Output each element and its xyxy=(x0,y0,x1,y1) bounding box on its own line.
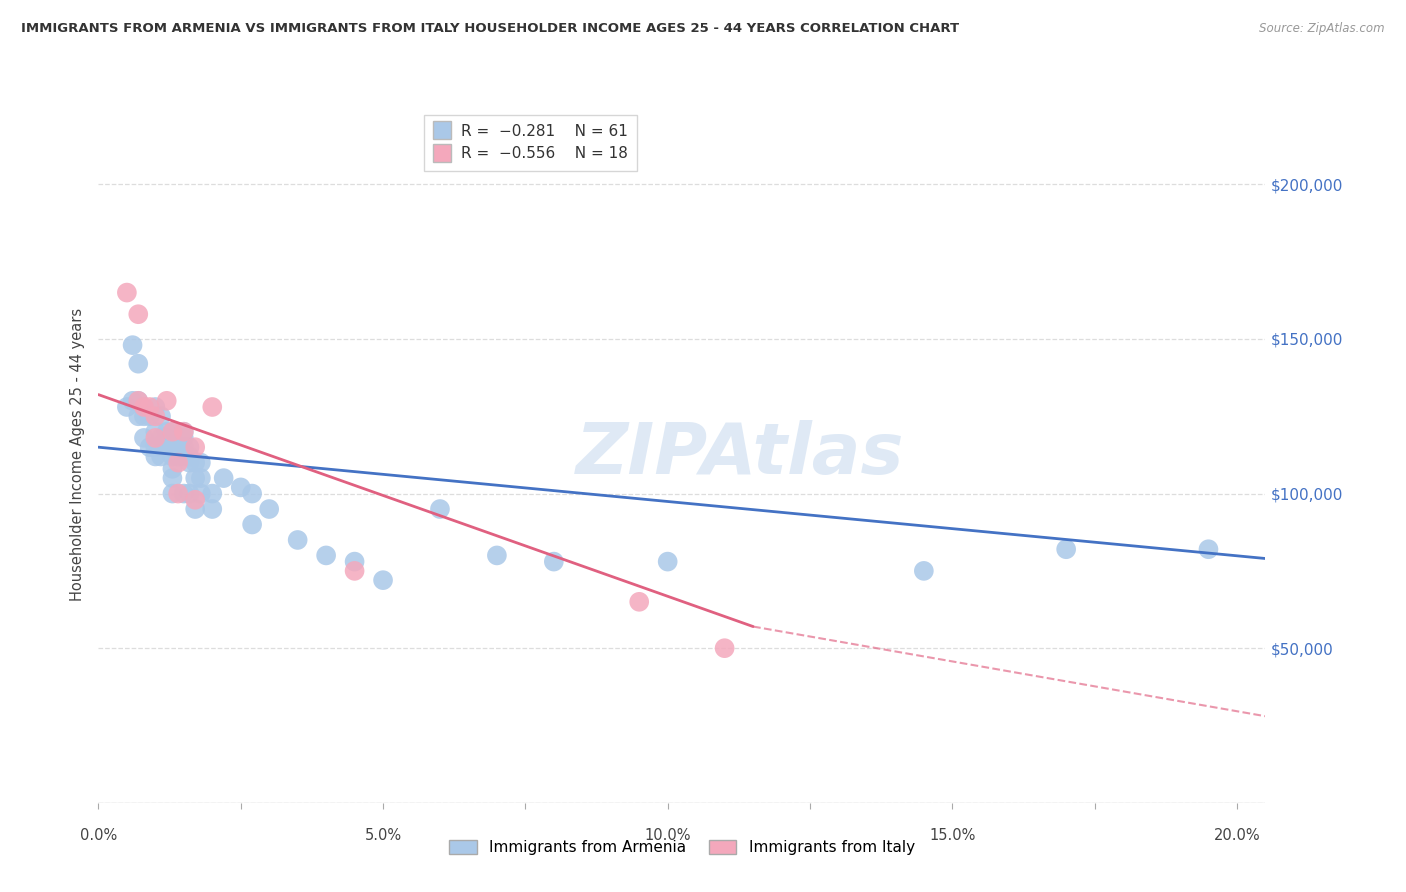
Point xyxy=(201,400,224,414)
Point xyxy=(162,440,184,454)
Point xyxy=(162,450,184,464)
Point xyxy=(143,431,166,445)
Point xyxy=(132,400,155,414)
Point xyxy=(173,450,195,464)
Point xyxy=(162,486,184,500)
Y-axis label: Householder Income Ages 25 - 44 years: Householder Income Ages 25 - 44 years xyxy=(70,309,86,601)
Point xyxy=(315,549,337,563)
Point xyxy=(184,471,207,485)
Point xyxy=(167,486,190,500)
Point xyxy=(184,492,207,507)
Point xyxy=(184,440,207,454)
Point xyxy=(240,517,263,532)
Point xyxy=(485,549,508,563)
Point xyxy=(150,450,173,464)
Point xyxy=(150,409,173,424)
Point xyxy=(201,502,224,516)
Point xyxy=(173,425,195,439)
Point xyxy=(628,595,651,609)
Text: 10.0%: 10.0% xyxy=(644,828,690,843)
Point xyxy=(167,440,190,454)
Point xyxy=(162,425,184,439)
Point xyxy=(173,486,195,500)
Point xyxy=(190,456,212,470)
Text: 5.0%: 5.0% xyxy=(364,828,402,843)
Legend: Immigrants from Armenia, Immigrants from Italy: Immigrants from Armenia, Immigrants from… xyxy=(443,834,921,862)
Point xyxy=(179,450,201,464)
Point xyxy=(162,425,184,439)
Text: 0.0%: 0.0% xyxy=(80,828,117,843)
Point xyxy=(201,486,224,500)
Point xyxy=(127,307,149,321)
Point xyxy=(184,502,207,516)
Point xyxy=(143,409,166,424)
Point xyxy=(257,502,280,516)
Point xyxy=(657,555,679,569)
Point xyxy=(156,393,179,408)
Point xyxy=(127,357,149,371)
Text: ZIPAtlas: ZIPAtlas xyxy=(576,420,904,490)
Point xyxy=(127,409,149,424)
Point xyxy=(167,456,190,470)
Point xyxy=(240,486,263,500)
Point xyxy=(543,555,565,569)
Point xyxy=(179,440,201,454)
Point xyxy=(173,431,195,445)
Point xyxy=(429,502,451,516)
Text: IMMIGRANTS FROM ARMENIA VS IMMIGRANTS FROM ITALY HOUSEHOLDER INCOME AGES 25 - 44: IMMIGRANTS FROM ARMENIA VS IMMIGRANTS FR… xyxy=(21,22,959,36)
Point xyxy=(912,564,935,578)
Point xyxy=(162,462,184,476)
Point xyxy=(179,486,201,500)
Point xyxy=(127,393,149,408)
Point xyxy=(190,486,212,500)
Point xyxy=(115,400,138,414)
Point xyxy=(167,450,190,464)
Point xyxy=(1054,542,1077,557)
Point xyxy=(343,564,366,578)
Point xyxy=(184,456,207,470)
Point xyxy=(173,440,195,454)
Point xyxy=(179,456,201,470)
Point xyxy=(143,400,166,414)
Point xyxy=(212,471,235,485)
Point xyxy=(287,533,309,547)
Point xyxy=(156,425,179,439)
Point xyxy=(156,431,179,445)
Point xyxy=(156,440,179,454)
Text: Source: ZipAtlas.com: Source: ZipAtlas.com xyxy=(1260,22,1385,36)
Point xyxy=(132,409,155,424)
Point xyxy=(162,471,184,485)
Point xyxy=(229,480,252,494)
Point xyxy=(115,285,138,300)
Point xyxy=(127,393,149,408)
Point xyxy=(138,409,160,424)
Point xyxy=(132,431,155,445)
Point xyxy=(143,440,166,454)
Point xyxy=(138,400,160,414)
Point xyxy=(173,425,195,439)
Point xyxy=(121,338,143,352)
Text: 20.0%: 20.0% xyxy=(1213,828,1260,843)
Point xyxy=(343,555,366,569)
Point xyxy=(143,425,166,439)
Text: 15.0%: 15.0% xyxy=(929,828,976,843)
Point xyxy=(138,440,160,454)
Point xyxy=(121,393,143,408)
Point xyxy=(713,641,735,656)
Point xyxy=(1198,542,1220,557)
Point xyxy=(371,573,394,587)
Point xyxy=(150,431,173,445)
Point xyxy=(190,471,212,485)
Point xyxy=(143,450,166,464)
